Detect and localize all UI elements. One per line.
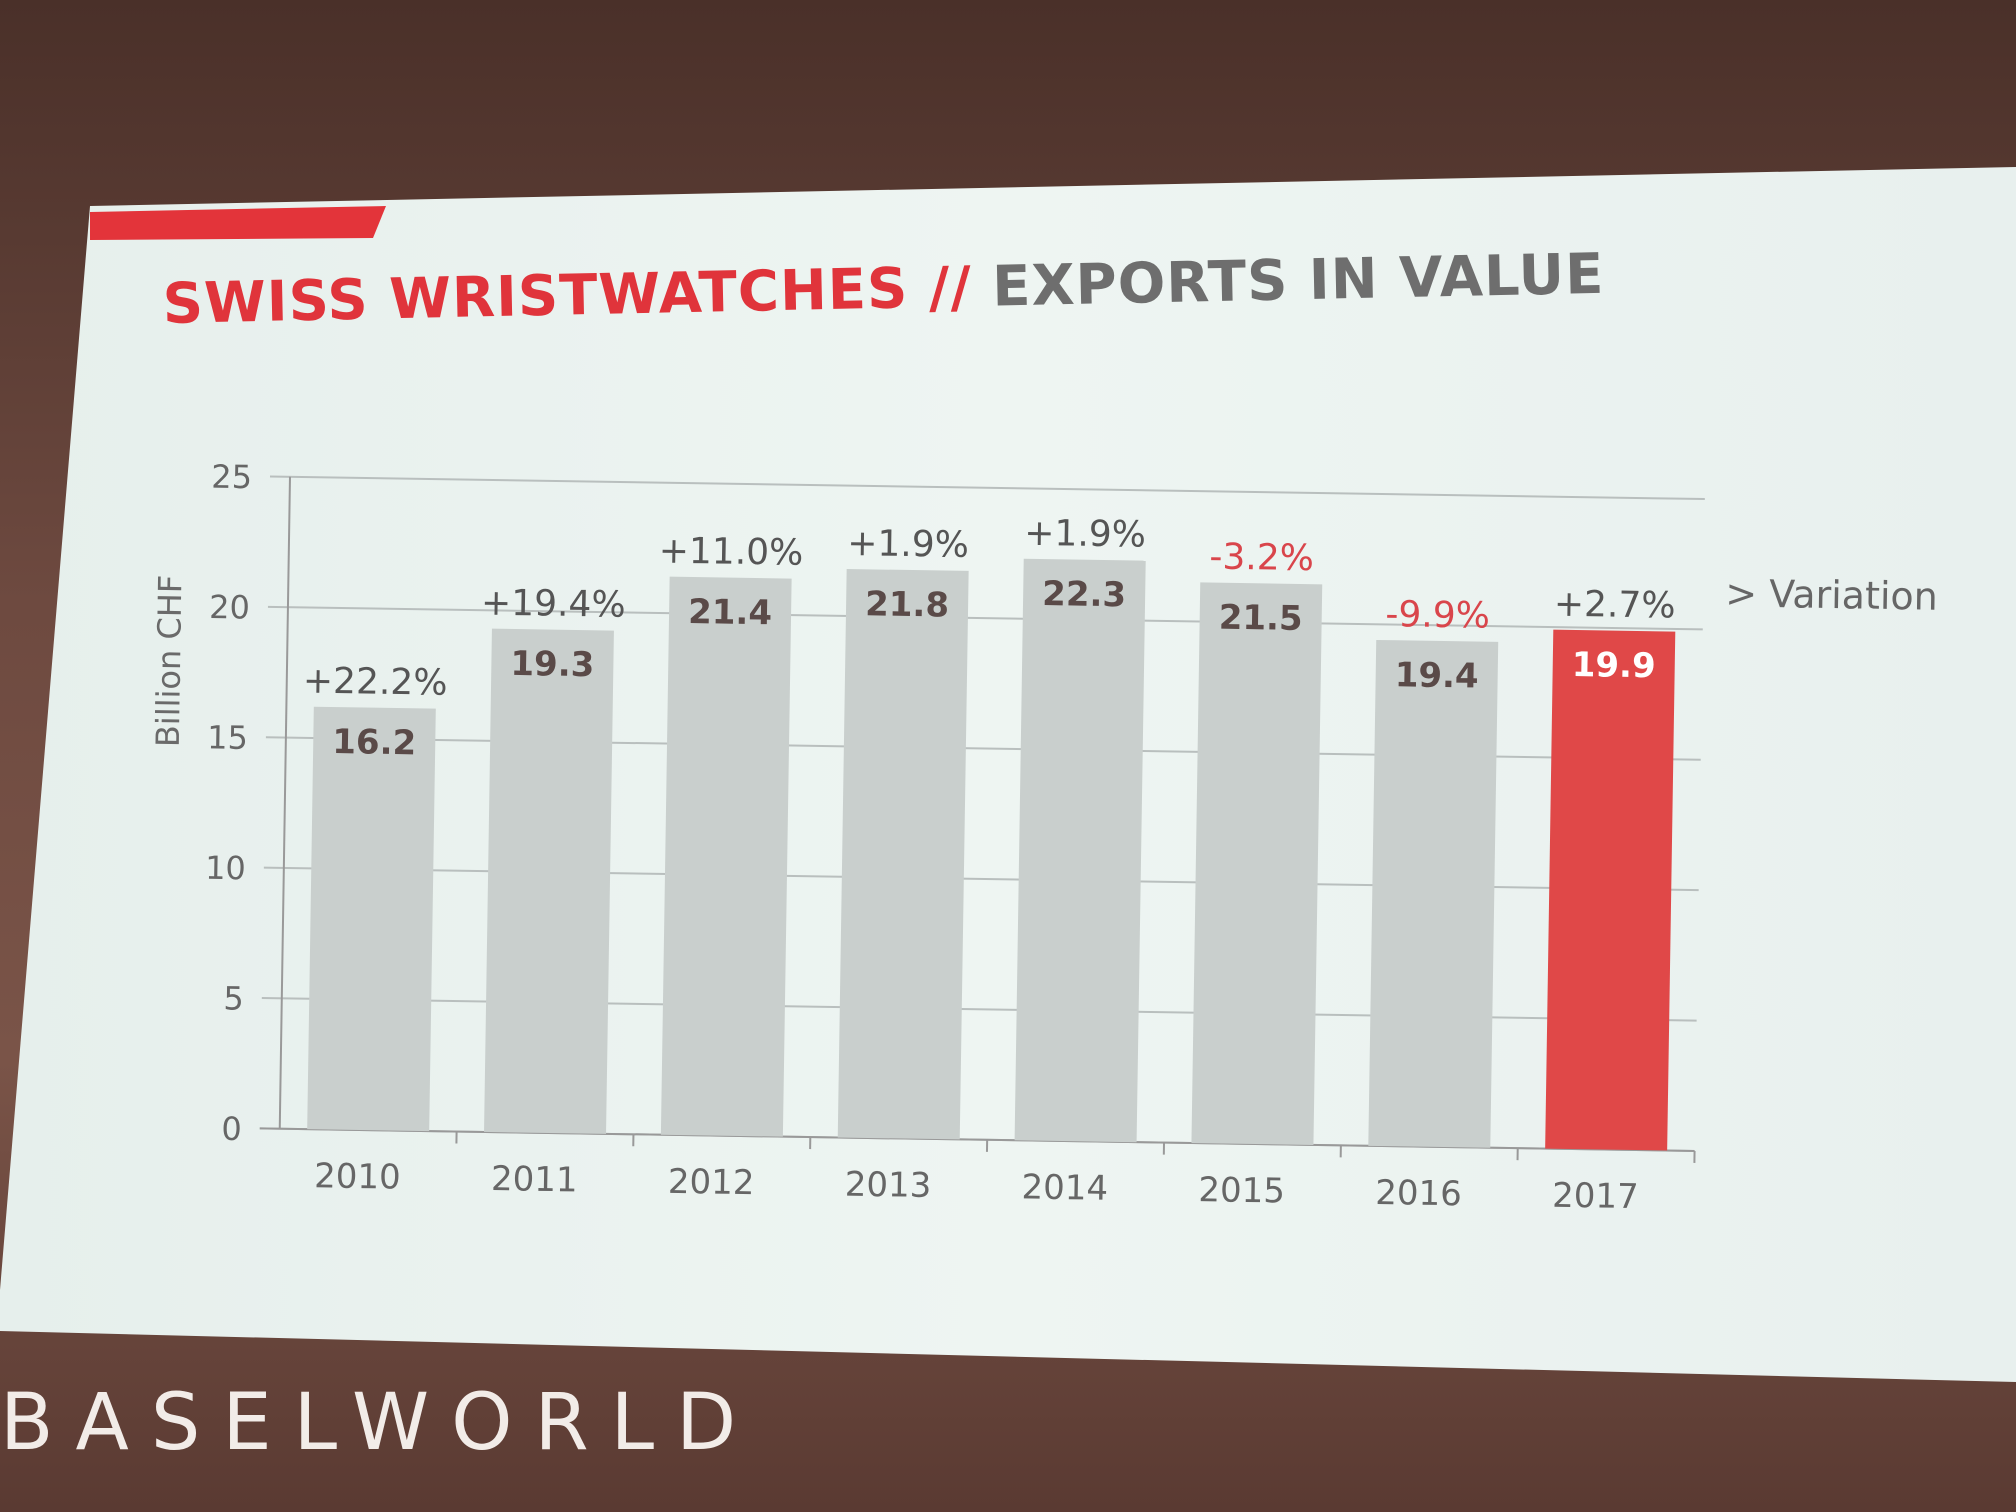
- value-label: 21.5: [1218, 598, 1303, 639]
- gridline: [267, 605, 1703, 631]
- x-tick-label: 2010: [314, 1156, 401, 1197]
- y-tick-label: 15: [207, 718, 248, 757]
- value-label: 19.9: [1571, 645, 1656, 686]
- variation-label: +11.0%: [658, 531, 803, 574]
- value-label: 19.4: [1394, 655, 1479, 696]
- baselworld-logo: BASELWORLD: [0, 1378, 759, 1468]
- bar-2015: [1191, 582, 1323, 1145]
- value-label: 21.4: [688, 592, 773, 633]
- y-tick-label: 20: [209, 588, 250, 627]
- variation-label: +1.9%: [1024, 513, 1146, 556]
- gridline: [269, 475, 1705, 501]
- x-tick-label: 2013: [844, 1165, 931, 1206]
- variation-label: -9.9%: [1385, 594, 1490, 637]
- bar-2017: [1545, 629, 1676, 1151]
- value-label: 22.3: [1042, 574, 1127, 615]
- value-label: 19.3: [510, 644, 595, 685]
- y-tick-label: 10: [205, 849, 246, 888]
- bar-2012: [660, 576, 792, 1137]
- variation-legend: > Variation: [1725, 571, 1938, 618]
- x-tick-label: 2012: [668, 1162, 755, 1203]
- bar-2014: [1014, 558, 1146, 1143]
- y-tick-label: 25: [211, 458, 252, 497]
- bar-2010: [307, 706, 436, 1132]
- variation-label: -3.2%: [1209, 537, 1314, 580]
- variation-label: +2.7%: [1554, 584, 1676, 627]
- x-tick-label: 2011: [491, 1159, 578, 1200]
- bar-2013: [837, 569, 969, 1140]
- y-axis: [278, 476, 291, 1129]
- value-label: 16.2: [332, 722, 417, 763]
- y-tick-label: 5: [223, 979, 244, 1017]
- x-tick-label: 2015: [1198, 1170, 1285, 1211]
- x-tick-label: 2017: [1552, 1176, 1639, 1217]
- variation-label: +22.2%: [303, 661, 448, 704]
- y-axis-label: Billion CHF: [149, 574, 190, 747]
- x-tick-label: 2016: [1375, 1173, 1462, 1214]
- variation-label: +19.4%: [481, 582, 626, 625]
- bar-2011: [484, 628, 614, 1134]
- y-tick-label: 0: [221, 1110, 242, 1148]
- x-tick-label: 2014: [1021, 1167, 1108, 1208]
- value-label: 21.8: [865, 584, 950, 625]
- bar-2016: [1368, 639, 1499, 1148]
- variation-label: +1.9%: [847, 523, 969, 566]
